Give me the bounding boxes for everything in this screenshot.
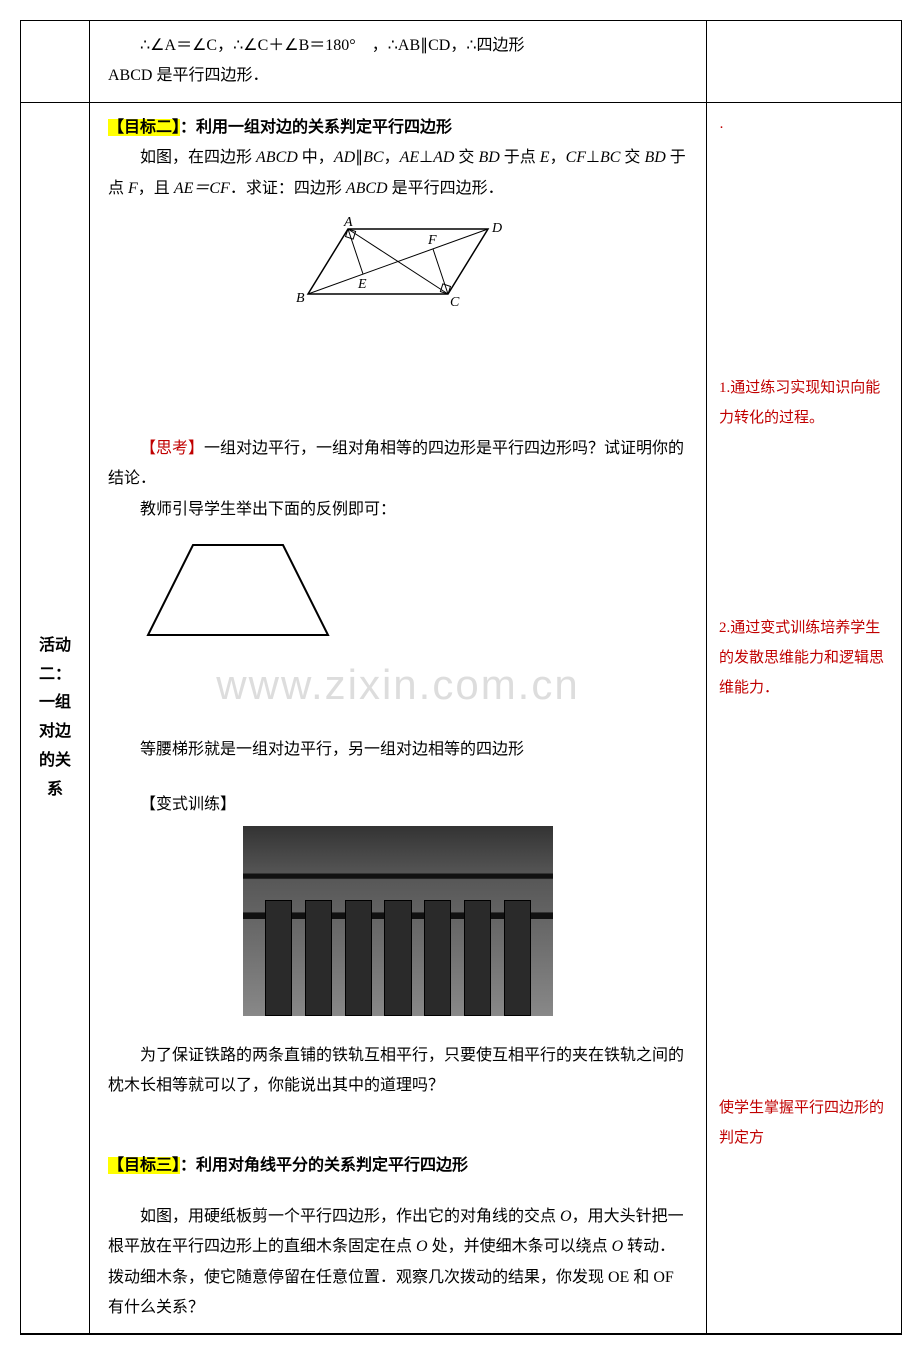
goal3-text: ：利用对角线平分的关系判定平行四边形: [180, 1157, 468, 1174]
r-spacer-1: [719, 143, 889, 373]
r-spacer-2: [719, 433, 889, 613]
row1-left: [21, 21, 90, 103]
activity-label: 活动二：一组对边的关系: [21, 103, 90, 1335]
right-note-3: 使学生掌握平行四边形的判定方: [719, 1093, 889, 1153]
row-prev-continuation: ∴∠A＝∠C，∴∠C＋∠B＝180° ，∴AB∥CD，∴四边形 ABCD 是平行…: [21, 21, 901, 103]
r-spacer-3: [719, 703, 889, 1093]
goal2-text: ：利用一组对边的关系判定平行四边形: [180, 119, 452, 136]
teacher-line: 教师引导学生举出下面的反例即可：: [108, 495, 688, 525]
goal3-badge: 【目标三】: [108, 1157, 180, 1174]
svg-text:D: D: [491, 221, 502, 236]
row1-mid: ∴∠A＝∠C，∴∠C＋∠B＝180° ，∴AB∥CD，∴四边形 ABCD 是平行…: [90, 21, 707, 103]
row1-line1: ∴∠A＝∠C，∴∠C＋∠B＝180° ，∴AB∥CD，∴四边形: [108, 31, 688, 61]
right-note-1: 1.通过练习实现知识向能力转化的过程。: [719, 373, 889, 433]
row2-right: · 1.通过练习实现知识向能力转化的过程。 2.通过变式训练培养学生的发散思维能…: [707, 103, 901, 1335]
goal2-badge: 【目标二】: [108, 119, 180, 136]
svg-text:F: F: [427, 233, 437, 248]
parallelogram-figure: A D B C E F: [288, 214, 508, 314]
spacer-4: [108, 1182, 688, 1202]
spacer-1: [108, 324, 688, 434]
watermark-text: www.zixin.com.cn: [108, 645, 688, 725]
dot: ·: [719, 113, 889, 143]
svg-text:C: C: [450, 295, 460, 310]
svg-text:E: E: [357, 277, 367, 292]
variation-label: 【变式训练】: [108, 790, 688, 820]
trapezoid-figure: [138, 535, 338, 645]
activity-label-text: 活动二：一组对边的关系: [25, 632, 85, 805]
goal3-line: 【目标三】：利用对角线平分的关系判定平行四边形: [108, 1151, 688, 1181]
row1-right: [707, 21, 901, 103]
problem1: 如图，在四边形 ABCD 中，AD∥BC，AE⊥AD 交 BD 于点 E，CF⊥…: [108, 143, 688, 204]
svg-text:B: B: [296, 291, 305, 306]
row-activity-2: 活动二：一组对边的关系 【目标二】：利用一组对边的关系判定平行四边形 如图，在四…: [21, 103, 901, 1335]
row2-mid: 【目标二】：利用一组对边的关系判定平行四边形 如图，在四边形 ABCD 中，AD…: [90, 103, 707, 1335]
goal2-line: 【目标二】：利用一组对边的关系判定平行四边形: [108, 113, 688, 143]
right-note-2: 2.通过变式训练培养学生的发散思维能力和逻辑思维能力．: [719, 613, 889, 703]
think-label: 【思考】: [140, 440, 204, 457]
row1-line2: ABCD 是平行四边形．: [108, 61, 688, 91]
spacer-3: [108, 1101, 688, 1151]
worksheet-table: ∴∠A＝∠C，∴∠C＋∠B＝180° ，∴AB∥CD，∴四边形 ABCD 是平行…: [20, 20, 902, 1335]
trap-line: 等腰梯形就是一组对边平行，另一组对边相等的四边形: [108, 735, 688, 765]
think-block: 【思考】一组对边平行，一组对角相等的四边形是平行四边形吗？试证明你的结论．: [108, 434, 688, 495]
spacer-2: [108, 765, 688, 790]
railway-image: [243, 826, 553, 1016]
problem3: 如图，用硬纸板剪一个平行四边形，作出它的对角线的交点 O，用大头针把一根平放在平…: [108, 1202, 688, 1324]
rail-text: 为了保证铁路的两条直铺的铁轨互相平行，只要使互相平行的夹在铁轨之间的枕木长相等就…: [108, 1041, 688, 1102]
svg-text:A: A: [343, 215, 353, 230]
